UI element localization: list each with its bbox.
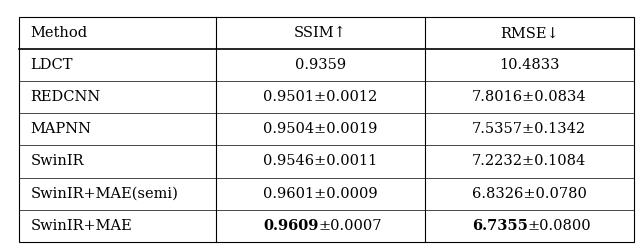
Text: 7.8016±0.0834: 7.8016±0.0834 bbox=[472, 90, 586, 105]
Text: 0.9609: 0.9609 bbox=[263, 219, 318, 233]
Text: ±0.0800: ±0.0800 bbox=[527, 219, 591, 233]
Text: RMSE↓: RMSE↓ bbox=[500, 26, 559, 40]
Text: 7.2232±0.1084: 7.2232±0.1084 bbox=[472, 154, 586, 169]
Text: 0.9546±0.0011: 0.9546±0.0011 bbox=[263, 154, 378, 169]
Text: 0.9501±0.0012: 0.9501±0.0012 bbox=[263, 90, 378, 105]
Text: SwinIR+MAE: SwinIR+MAE bbox=[30, 219, 132, 233]
Text: 6.7355: 6.7355 bbox=[472, 219, 527, 233]
Text: 0.9504±0.0019: 0.9504±0.0019 bbox=[263, 123, 378, 136]
Text: LDCT: LDCT bbox=[30, 59, 73, 72]
Text: 10.4833: 10.4833 bbox=[499, 59, 559, 72]
Text: SSIM↑: SSIM↑ bbox=[294, 26, 347, 40]
Text: SwinIR+MAE(semi): SwinIR+MAE(semi) bbox=[30, 187, 178, 200]
Text: 0.9359: 0.9359 bbox=[294, 59, 346, 72]
Text: ±0.0007: ±0.0007 bbox=[318, 219, 381, 233]
Text: REDCNN: REDCNN bbox=[30, 90, 100, 105]
Text: 0.9601±0.0009: 0.9601±0.0009 bbox=[263, 187, 378, 200]
Text: Method: Method bbox=[30, 26, 88, 40]
Text: 6.8326±0.0780: 6.8326±0.0780 bbox=[472, 187, 587, 200]
Text: SwinIR: SwinIR bbox=[30, 154, 84, 169]
Text: 7.5357±0.1342: 7.5357±0.1342 bbox=[472, 123, 586, 136]
Text: MAPNN: MAPNN bbox=[30, 123, 92, 136]
